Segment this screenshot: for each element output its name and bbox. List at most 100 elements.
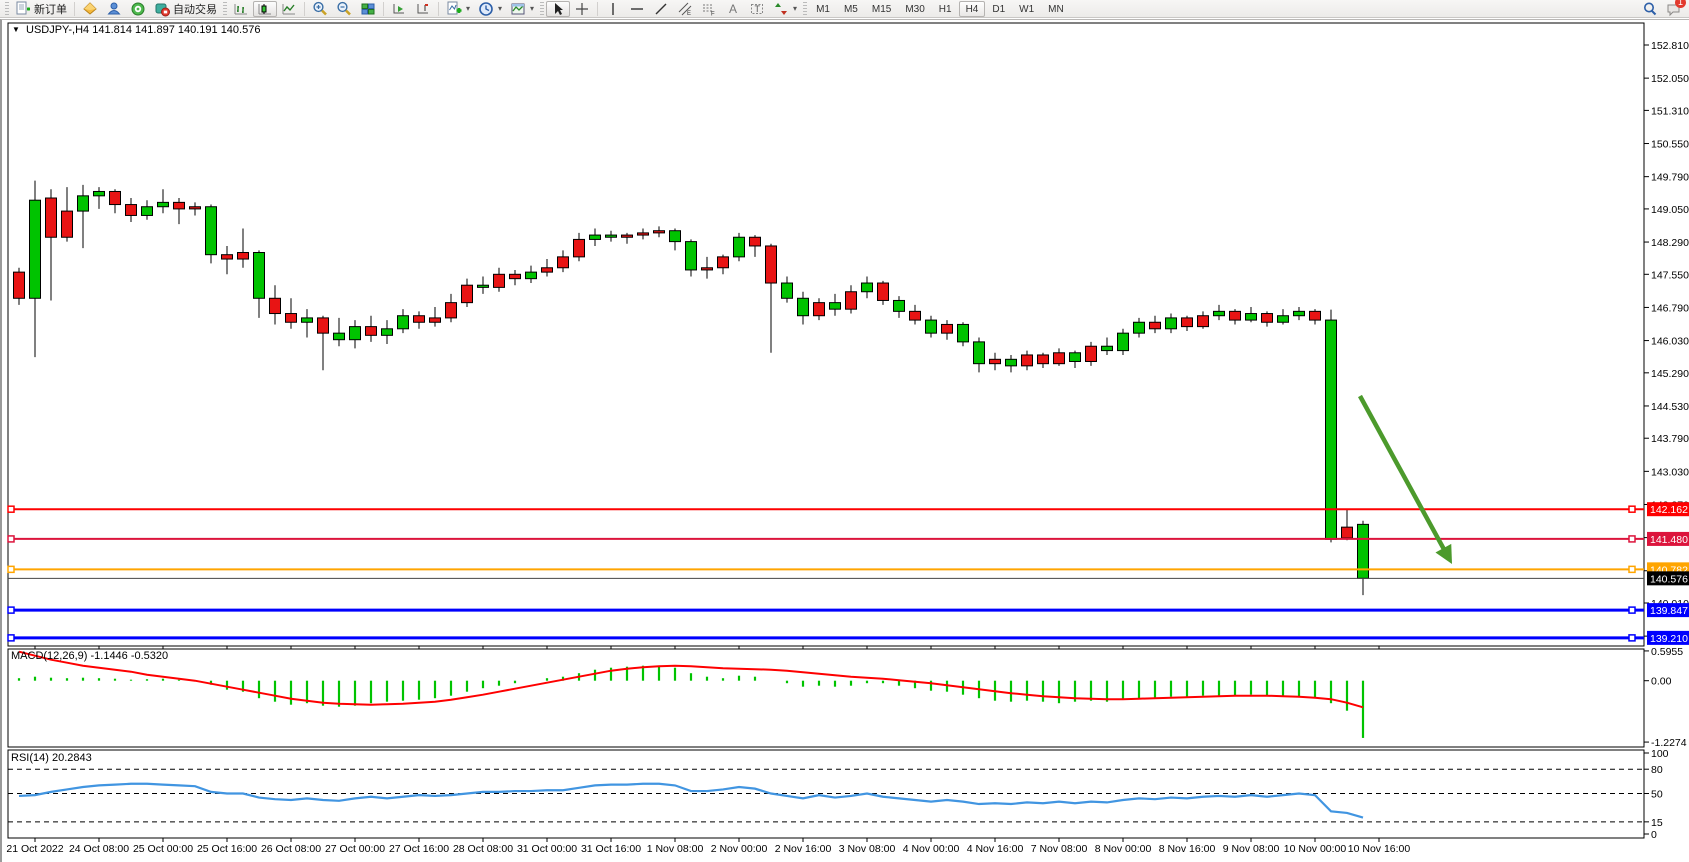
svg-text:25 Oct 16:00: 25 Oct 16:00 bbox=[197, 843, 257, 855]
svg-text:28 Oct 08:00: 28 Oct 08:00 bbox=[453, 843, 513, 855]
svg-text:27 Oct 00:00: 27 Oct 00:00 bbox=[325, 843, 385, 855]
svg-text:0: 0 bbox=[1651, 829, 1657, 841]
vertical-line-button[interactable] bbox=[601, 1, 625, 17]
templates-button[interactable]: ▾ bbox=[506, 1, 538, 17]
signals-icon bbox=[130, 1, 146, 17]
toolbar-separator bbox=[383, 1, 384, 16]
svg-text:50: 50 bbox=[1651, 789, 1663, 801]
text-label-icon: T bbox=[749, 1, 765, 17]
metaeditor-button[interactable] bbox=[78, 1, 102, 17]
zoom-in-button[interactable] bbox=[308, 1, 332, 17]
svg-text:149.790: 149.790 bbox=[1651, 172, 1689, 184]
svg-text:140.576: 140.576 bbox=[1650, 573, 1688, 585]
timeframe-m15-button[interactable]: M15 bbox=[871, 3, 892, 15]
auto-scroll-button[interactable] bbox=[387, 1, 411, 17]
line-chart-icon bbox=[281, 1, 297, 17]
macd-name: MACD(12,26,9) bbox=[11, 650, 88, 662]
dropdown-caret: ▾ bbox=[530, 4, 535, 13]
crosshair-button[interactable] bbox=[570, 1, 594, 17]
dropdown-caret: ▾ bbox=[466, 4, 471, 13]
timeframe-h1-button[interactable]: H1 bbox=[938, 3, 952, 15]
svg-text:152.810: 152.810 bbox=[1651, 40, 1689, 52]
trendline-icon bbox=[653, 1, 669, 17]
arrows-icon bbox=[773, 1, 789, 17]
fibonacci-icon: F bbox=[701, 1, 717, 17]
main-toolbar: 新订单 自动交易 bbox=[0, 0, 1689, 18]
tile-windows-button[interactable] bbox=[356, 1, 380, 17]
text-label-button[interactable]: T bbox=[745, 1, 769, 17]
cursor-button[interactable] bbox=[546, 0, 571, 17]
indicators-icon bbox=[446, 1, 462, 17]
timeframe-m1-button[interactable]: M1 bbox=[816, 3, 830, 15]
svg-text:8 Nov 00:00: 8 Nov 00:00 bbox=[1095, 843, 1152, 855]
tile-windows-icon bbox=[360, 1, 376, 17]
chat-icon: 1 bbox=[1666, 0, 1686, 17]
toolbar-grip[interactable] bbox=[803, 1, 808, 16]
chart-window: 152.810 152.050 151.310 150.550 149.790 149.0… bbox=[0, 19, 1689, 862]
toolbar-separator bbox=[438, 1, 439, 16]
svg-text:142.162: 142.162 bbox=[1650, 504, 1688, 516]
timeframe-mn-button[interactable]: MN bbox=[1048, 3, 1064, 15]
periods-button[interactable]: ▾ bbox=[474, 1, 506, 17]
crosshair-icon bbox=[574, 1, 590, 17]
svg-text:80: 80 bbox=[1651, 764, 1663, 776]
metaeditor-icon bbox=[82, 1, 98, 17]
chart-shift-button[interactable] bbox=[411, 1, 435, 17]
timeframe-m5-button[interactable]: M5 bbox=[843, 3, 858, 15]
search-icon bbox=[1642, 1, 1658, 17]
svg-text:139.210: 139.210 bbox=[1650, 633, 1688, 645]
dropdown-caret: ▾ bbox=[793, 4, 798, 13]
auto-scroll-icon bbox=[391, 1, 407, 17]
chart-canvas[interactable]: 152.810 152.050 151.310 150.550 149.790 149.0… bbox=[2, 20, 1689, 862]
vertical-line-icon bbox=[605, 1, 621, 17]
chart-title-caret-icon[interactable]: ▼ bbox=[12, 25, 20, 34]
chart-ohlc-info: 141.814 141.897 140.191 140.576 bbox=[92, 24, 261, 36]
svg-text:10 Nov 00:00: 10 Nov 00:00 bbox=[1284, 843, 1347, 855]
zoom-out-button[interactable] bbox=[332, 1, 356, 17]
svg-text:21 Oct 2022: 21 Oct 2022 bbox=[6, 843, 63, 855]
arrows-button[interactable]: ▾ bbox=[769, 1, 801, 17]
svg-text:100: 100 bbox=[1651, 748, 1669, 760]
svg-text:152.050: 152.050 bbox=[1651, 73, 1689, 85]
text-button[interactable]: A bbox=[721, 1, 745, 17]
line-chart-button[interactable] bbox=[277, 1, 301, 17]
svg-text:7 Nov 08:00: 7 Nov 08:00 bbox=[1031, 843, 1088, 855]
rsi-indicator-label: RSI(14) 20.2843 bbox=[11, 752, 92, 764]
svg-text:31 Oct 16:00: 31 Oct 16:00 bbox=[581, 843, 641, 855]
timeframe-w1-button[interactable]: W1 bbox=[1019, 3, 1035, 15]
autotrading-button[interactable]: 自动交易 bbox=[150, 1, 221, 17]
timeframe-h4-button[interactable]: H4 bbox=[958, 0, 986, 17]
toolbar-grip[interactable] bbox=[5, 1, 9, 16]
horizontal-line-button[interactable] bbox=[625, 1, 649, 17]
svg-text:27 Oct 16:00: 27 Oct 16:00 bbox=[389, 843, 449, 855]
signals-button[interactable] bbox=[126, 1, 150, 17]
fibonacci-button[interactable]: F bbox=[697, 1, 721, 17]
svg-text:9 Nov 08:00: 9 Nov 08:00 bbox=[1223, 843, 1280, 855]
svg-text:2 Nov 00:00: 2 Nov 00:00 bbox=[711, 843, 768, 855]
timeframe-m30-button[interactable]: M30 bbox=[905, 3, 925, 15]
new-order-label: 新订单 bbox=[34, 3, 67, 16]
toolbar-grip[interactable] bbox=[223, 1, 227, 16]
timeframe-d1-button[interactable]: D1 bbox=[992, 3, 1006, 15]
candle-chart-button[interactable] bbox=[253, 0, 277, 17]
svg-text:145.290: 145.290 bbox=[1651, 368, 1689, 380]
equidistant-channel-button[interactable]: E bbox=[673, 1, 697, 17]
indicators-button[interactable]: ▾ bbox=[442, 1, 474, 17]
chat-button[interactable]: 1 bbox=[1662, 0, 1686, 17]
svg-text:15: 15 bbox=[1651, 817, 1663, 829]
search-button[interactable] bbox=[1638, 1, 1662, 17]
chat-badge: 1 bbox=[1675, 0, 1686, 8]
svg-text:T: T bbox=[755, 4, 761, 14]
chart-symbol-timeframe: USDJPY-,H4 bbox=[26, 24, 90, 36]
new-order-button[interactable]: 新订单 bbox=[11, 1, 71, 17]
toolbar-grip[interactable] bbox=[540, 1, 545, 16]
svg-text:141.480: 141.480 bbox=[1650, 534, 1688, 546]
macd-indicator-label: MACD(12,26,9) -1.1446 -0.5320 bbox=[11, 650, 168, 662]
bar-chart-button[interactable] bbox=[229, 1, 253, 17]
market-watch-button[interactable] bbox=[102, 1, 126, 17]
trendline-button[interactable] bbox=[649, 1, 673, 17]
chart-shift-icon bbox=[415, 1, 431, 17]
svg-text:151.310: 151.310 bbox=[1651, 105, 1689, 117]
svg-text:24 Oct 08:00: 24 Oct 08:00 bbox=[69, 843, 129, 855]
